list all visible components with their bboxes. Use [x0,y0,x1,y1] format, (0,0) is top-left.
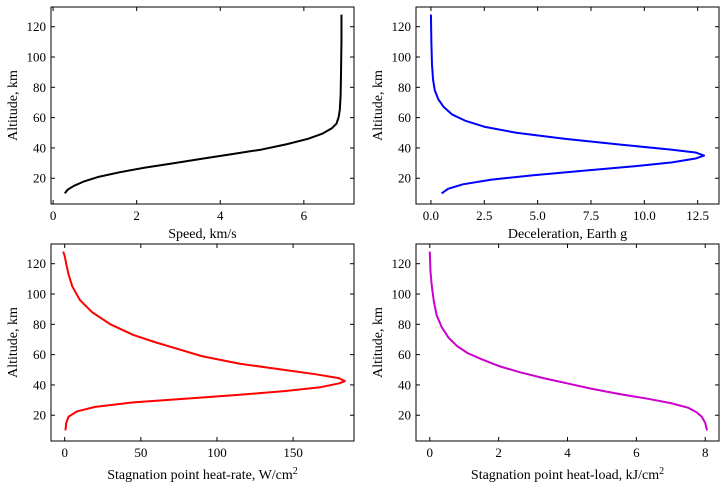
x-tick-label: 6 [301,208,308,223]
plot-frame [415,6,720,205]
x-tick-label: 50 [134,445,147,460]
plot-frame [50,243,355,442]
y-tick-label: 100 [392,287,412,302]
x-tick-label: 12.5 [686,208,709,223]
x-tick-label: 6 [633,445,640,460]
plot-frame [415,243,720,442]
series-line-1 [62,251,346,431]
y-tick-label: 60 [398,347,411,362]
x-tick-label: 100 [207,445,227,460]
y-tick-label: 20 [33,171,46,186]
x-axis-label: Speed, km/s [168,227,236,242]
y-tick-label: 120 [27,256,47,271]
x-axis-label-superscript: 2 [659,466,664,477]
y-axis-label: Altitude, km [6,70,21,141]
x-tick-label: 2.5 [476,208,492,223]
x-tick-label: 0 [50,208,57,223]
series-line-1 [428,251,708,431]
chart-panel-1: 0 2 4 6 20 40 60 80 100 120 Speed, km/s Altitude, k… [6,6,355,242]
x-axis-label: Stagnation point heat-rate, W/cm2 [107,466,298,484]
x-tick-label: 8 [702,445,709,460]
x-tick-label: 4 [217,208,224,223]
x-tick-label: 0.0 [423,208,439,223]
x-tick-label: 7.5 [583,208,599,223]
x-tick-label: 2 [133,208,140,223]
y-tick-label: 40 [33,377,46,392]
x-tick-label: 5.0 [530,208,546,223]
y-tick-label: 60 [33,110,46,125]
y-tick-label: 60 [33,347,46,362]
x-axis-label: Stagnation point heat-load, kJ/cm2 [471,466,664,484]
y-tick-label: 120 [27,19,47,34]
x-tick-label: 0 [427,445,434,460]
y-tick-label: 100 [27,287,47,302]
series-line-1 [429,14,706,195]
x-tick-label: 150 [283,445,303,460]
y-tick-label: 100 [27,50,47,65]
x-tick-label: 0 [61,445,68,460]
y-tick-label: 80 [33,317,46,332]
series-line-1 [63,14,343,195]
y-tick-label: 80 [398,317,411,332]
chart-panel-2: 0.0 2.5 5.0 7.5 10.0 12.5 20 40 60 80 100 120 Decele… [371,6,720,242]
y-axis-label: Altitude, km [371,70,386,141]
y-tick-label: 80 [33,80,46,95]
y-tick-label: 120 [392,19,412,34]
chart-panel-3: 0 50 100 150 20 40 60 80 100 120 Stagnation point … [6,243,355,484]
y-tick-label: 40 [398,140,411,155]
y-tick-label: 80 [398,80,411,95]
x-tick-label: 2 [495,445,502,460]
x-tick-label: 4 [564,445,571,460]
x-axis-label: Deceleration, Earth g [508,227,627,242]
y-axis-label: Altitude, km [371,307,386,378]
x-tick-label: 10.0 [633,208,656,223]
y-tick-label: 40 [398,377,411,392]
y-tick-label: 120 [392,256,412,271]
y-tick-label: 40 [33,140,46,155]
x-axis-label-superscript: 2 [293,466,298,477]
y-tick-label: 20 [398,408,411,423]
plot-frame [50,6,355,205]
y-axis-label: Altitude, km [6,307,21,378]
chart-panel-4: 0 2 4 6 8 20 40 60 80 100 120 Stagnation point heat… [371,243,720,484]
y-tick-label: 20 [33,408,46,423]
y-tick-label: 20 [398,171,411,186]
y-tick-label: 100 [392,50,412,65]
y-tick-label: 60 [398,110,411,125]
